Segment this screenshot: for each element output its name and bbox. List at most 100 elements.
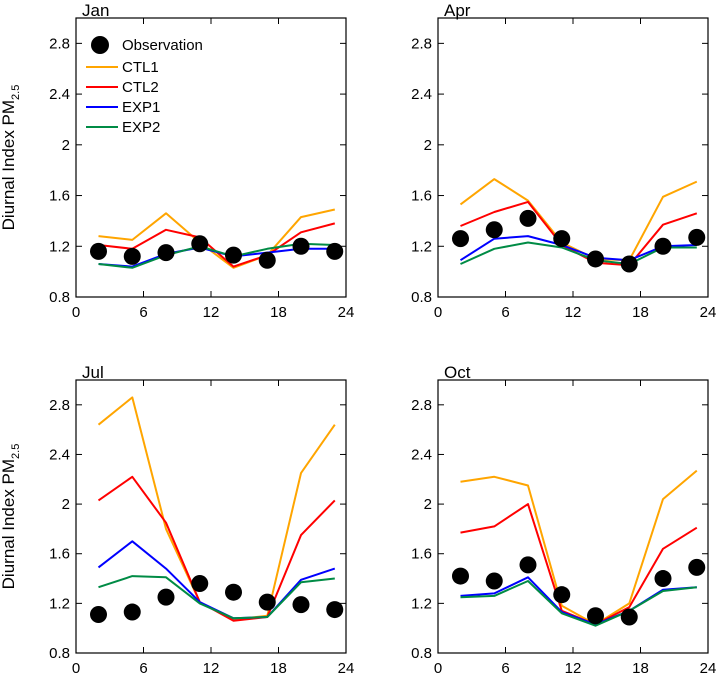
observation-marker	[452, 230, 469, 248]
y-tick-label: 2.4	[411, 446, 432, 463]
y-tick-label: 2.8	[411, 35, 432, 52]
y-tick-label: 1.6	[411, 188, 432, 205]
observation-marker	[326, 242, 344, 260]
x-tick-label: 6	[501, 660, 509, 677]
x-tick-label: 6	[501, 304, 509, 321]
panel-title: Jan	[82, 1, 109, 20]
observation-marker	[654, 570, 672, 588]
observation-marker	[587, 607, 604, 625]
x-tick-label: 0	[434, 304, 442, 321]
x-tick-label: 0	[72, 304, 80, 321]
observation-marker	[519, 556, 537, 574]
panel-apr: 0 6 12 18 24 0.8 1.2 1.6 2 2.4 2.8 Apr	[411, 1, 716, 321]
observation-marker	[292, 237, 310, 255]
observation-marker	[225, 583, 242, 601]
observation-marker	[157, 588, 175, 606]
observation-marker	[620, 255, 638, 273]
x-tick-label: 6	[139, 304, 147, 321]
legend-label-exp2: EXP2	[122, 119, 160, 136]
observation-marker	[157, 244, 175, 262]
y-axis-label-subscript: 2.5	[10, 444, 22, 459]
y-tick-label: 2.8	[411, 397, 432, 414]
x-tick-label: 18	[632, 660, 649, 677]
x-tick-label: 18	[270, 304, 287, 321]
x-tick-label: 18	[270, 660, 287, 677]
panel-jan: 0 6 12 18 24 0.8 1.2 1.6 2 2.4 2.8 Jan Diurnal Index…	[0, 1, 354, 321]
x-tick-label: 24	[700, 304, 717, 321]
legend-label-observation: Observation	[122, 37, 203, 54]
observation-marker	[90, 242, 107, 260]
x-tick-label: 0	[434, 660, 442, 677]
x-tick-label: 12	[565, 660, 582, 677]
observation-marker	[191, 235, 209, 253]
observation-marker	[123, 603, 141, 621]
y-tick-label: 2.8	[49, 35, 70, 52]
observation-marker	[688, 558, 706, 576]
panel-oct: 0 6 12 18 24 0.8 1.2 1.6 2 2.4 2.8 Oct	[411, 363, 716, 677]
x-tick-label: 24	[700, 660, 717, 677]
observation-marker	[553, 586, 571, 604]
observation-marker	[123, 247, 141, 265]
y-tick-label: 2.4	[49, 446, 70, 463]
panel-jul: 0 6 12 18 24 0.8 1.2 1.6 2 2.4 2.8 Jul Diurnal Index…	[0, 363, 354, 677]
y-tick-label: 0.8	[411, 645, 432, 662]
y-axis-label-main: Diurnal Index PM	[0, 100, 18, 230]
y-tick-label: 1.6	[411, 546, 432, 563]
legend-label-ctl2: CTL2	[122, 79, 159, 96]
observation-marker	[191, 575, 209, 593]
y-tick-label: 1.2	[49, 595, 70, 612]
legend-label-exp1: EXP1	[122, 99, 160, 116]
y-tick-label: 2	[62, 496, 70, 513]
series-line-ctl1	[460, 469, 698, 626]
observation-marker	[620, 608, 638, 626]
x-tick-label: 24	[338, 304, 355, 321]
observation-marker	[326, 601, 344, 619]
y-tick-label: 2	[424, 137, 432, 154]
y-tick-label: 1.6	[49, 188, 70, 205]
series-line-ctl2	[460, 503, 698, 626]
x-tick-label: 12	[203, 660, 220, 677]
observation-marker	[688, 228, 706, 246]
observation-marker	[258, 251, 276, 269]
observation-marker	[485, 572, 503, 590]
x-tick-label: 18	[632, 304, 649, 321]
legend: Observation CTL1 CTL2 EXP1 EXP2	[86, 36, 203, 136]
y-tick-label: 0.8	[49, 645, 70, 662]
observation-marker	[519, 209, 537, 227]
plot-frame	[75, 17, 347, 298]
x-tick-label: 0	[72, 660, 80, 677]
y-axis-label-main: Diurnal Index PM	[0, 459, 18, 589]
observation-marker	[587, 250, 604, 268]
y-tick-label: 2	[424, 496, 432, 513]
series-line-exp2	[460, 580, 697, 627]
observation-marker	[452, 567, 469, 585]
observation-marker	[292, 596, 310, 614]
y-axis-label-subscript: 2.5	[10, 85, 22, 100]
series-line-exp2	[98, 575, 335, 620]
observation-marker	[553, 230, 571, 248]
y-tick-label: 0.8	[49, 289, 70, 306]
y-tick-label: 2.4	[49, 86, 70, 103]
x-tick-label: 24	[338, 660, 355, 677]
x-tick-label: 12	[565, 304, 582, 321]
panel-title: Jul	[82, 363, 104, 382]
y-tick-label: 1.2	[411, 238, 432, 255]
y-tick-label: 2.4	[411, 86, 432, 103]
plot-frame	[75, 379, 347, 654]
series-line-ctl1	[97, 396, 336, 621]
observation-marker	[654, 237, 672, 255]
y-tick-label: 1.2	[49, 238, 70, 255]
y-axis-label: Diurnal Index PM2.5	[0, 444, 22, 590]
y-axis-label: Diurnal Index PM2.5	[0, 85, 22, 231]
legend-label-ctl1: CTL1	[122, 59, 159, 76]
y-tick-label: 0.8	[411, 289, 432, 306]
series-line-ctl1	[98, 208, 336, 269]
y-tick-label: 2.8	[49, 397, 70, 414]
panel-title: Oct	[444, 363, 471, 382]
x-tick-label: 12	[203, 304, 220, 321]
y-tick-label: 1.2	[411, 595, 432, 612]
observation-marker	[225, 246, 242, 264]
panel-title: Apr	[444, 1, 471, 20]
observation-marker	[90, 606, 107, 624]
